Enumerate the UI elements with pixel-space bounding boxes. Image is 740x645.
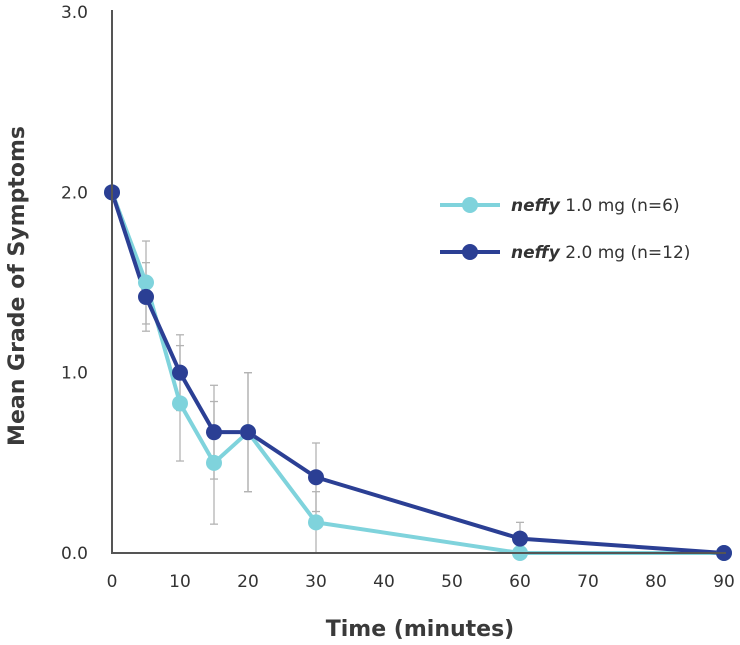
x-tick-label: 70 [577,572,599,592]
data-point-series-1 [172,395,188,412]
x-tick-label: 10 [169,572,191,592]
series-line-2 [110,191,725,555]
legend-brand-2: neffy [511,243,561,263]
x-tick-label: 30 [305,572,327,592]
legend-brand-1: neffy [511,196,561,216]
series-lines [110,191,725,555]
x-tick-labels: 0 10 20 30 40 50 60 70 80 90 [107,572,735,592]
legend-marker-1 [462,197,478,213]
data-point-series-1 [138,274,154,291]
data-point-series-2 [138,288,154,305]
y-tick-label: 2.0 [61,183,88,203]
data-point-series-1 [308,514,324,531]
data-point-series-1 [206,454,222,471]
legend-label-2: neffy 2.0 mg (n=12) [511,243,690,263]
legend: neffy 1.0 mg (n=6) neffy 2.0 mg (n=12) [440,196,690,263]
y-tick-label: 1.0 [61,364,88,384]
y-tick-label: 3.0 [61,3,88,23]
axes [111,10,726,554]
legend-item-2: neffy 2.0 mg (n=12) [440,243,690,263]
x-tick-label: 90 [713,572,735,592]
legend-label-1: neffy 1.0 mg (n=6) [511,196,680,216]
error-bars [142,240,524,554]
x-tick-label: 50 [441,572,463,592]
series-line-1 [110,191,724,555]
legend-item-1: neffy 1.0 mg (n=6) [440,196,680,216]
data-point-series-2 [172,364,188,381]
x-tick-label: 40 [373,572,395,592]
x-tick-label: 0 [107,572,118,592]
x-tick-label: 20 [237,572,259,592]
x-tick-label: 60 [509,572,531,592]
data-point-series-2 [308,469,324,486]
y-axis-label: Mean Grade of Symptoms [5,126,30,446]
y-tick-label: 0.0 [61,544,88,564]
data-point-series-2 [240,424,256,441]
legend-marker-2 [462,244,478,260]
data-point-series-2 [206,424,222,441]
y-tick-labels: 0.0 1.0 2.0 3.0 [61,3,88,564]
legend-rest-2: 2.0 mg (n=12) [560,243,691,263]
x-axis-label: Time (minutes) [326,617,514,642]
x-tick-label: 80 [645,572,667,592]
legend-rest-1: 1.0 mg (n=6) [560,196,680,216]
data-point-series-2 [512,530,528,547]
series-points [104,184,732,561]
